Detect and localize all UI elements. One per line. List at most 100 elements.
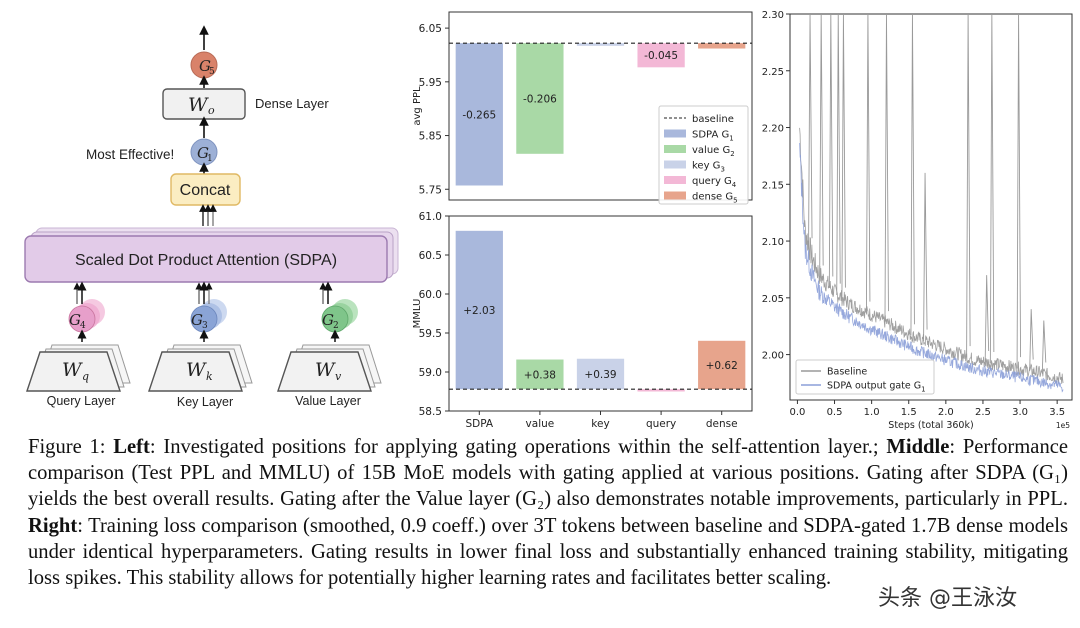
query-layer-label: Query Layer <box>47 394 116 408</box>
bar-value <box>516 359 564 390</box>
plot-frame <box>789 13 1073 401</box>
bar-value-label: +2.03 <box>463 305 495 317</box>
bar-dense <box>698 43 746 49</box>
y-tick-label: 59.0 <box>419 367 442 379</box>
ppl-bar-chart: 6.05 5.95 5.85 5.75 avg PPL -0.265 -0.206 -0.04… <box>412 11 753 205</box>
y-axis-label: MMLU <box>412 299 423 329</box>
key-layer-label: Key Layer <box>177 395 233 409</box>
bar-value-label: +0.62 <box>706 360 738 372</box>
mmlu-bar-chart: 61.0 60.5 60.0 59.5 59.0 58.5 MMLU +2.03 SDPA +0.… <box>412 211 753 429</box>
baseline-loss-spike <box>884 14 889 323</box>
g3-label: G <box>191 311 203 329</box>
wk-box <box>148 351 243 392</box>
sdpa-label: Scaled Dot Product Attention (SDPA) <box>75 252 337 269</box>
wq-box <box>26 351 121 392</box>
series-line-baseline <box>799 127 1064 385</box>
legend-label: SDPA output gate G1 <box>827 381 926 394</box>
wq-sub: q <box>82 370 89 383</box>
wo-dense-box: W o <box>162 88 246 120</box>
legend-label: baseline <box>692 114 734 125</box>
bar-SDPA <box>455 230 503 390</box>
x-tick-label: 0.5 <box>827 407 843 418</box>
baseline-loss-spike <box>828 14 834 288</box>
caption-left-text: : Investigated positions for applying ga… <box>149 436 879 458</box>
caption-middle-label: Middle <box>886 436 950 458</box>
wv-sub: v <box>335 370 342 383</box>
g1-node: G 1 <box>190 138 218 166</box>
y-tick-label: 60.5 <box>419 250 442 262</box>
key-branch: G 3 W k Key Layer <box>148 281 253 409</box>
bar-SDPA <box>455 43 503 186</box>
bar-dense <box>698 340 746 390</box>
g2-label: G <box>322 311 334 329</box>
wv-box <box>277 351 372 392</box>
value-layer-label: Value Layer <box>295 394 361 408</box>
x-tick-label: SDPA <box>466 418 494 429</box>
y-tick-label: 59.5 <box>419 328 442 340</box>
y-tick-label: 2.25 <box>762 67 784 78</box>
bar-value-label: -0.265 <box>462 109 496 121</box>
x-tick-label: 2.5 <box>975 407 991 418</box>
x-tick-label: key <box>591 418 609 429</box>
bar-value <box>516 43 564 154</box>
legend-label: SDPA G1 <box>692 130 734 143</box>
loss-line-chart: 2.30 2.25 2.20 2.15 2.10 2.05 2.00 0.0 0.5 1.0 1.5… <box>762 10 1073 431</box>
g1-sub: 1 <box>207 154 213 164</box>
baseline-loss-spike <box>865 14 871 313</box>
baseline-loss-spike <box>910 14 915 336</box>
baseline-loss-spike <box>984 275 990 363</box>
x-tick-label: query <box>646 418 676 429</box>
legend-label: dense G5 <box>692 192 738 205</box>
wk-sub: k <box>206 370 213 383</box>
plot-frame <box>448 11 753 201</box>
legend-label: query G4 <box>692 176 737 189</box>
x-tick-label: 0.0 <box>789 407 805 418</box>
bar-query <box>637 43 685 68</box>
g5-label: G <box>199 57 211 75</box>
bar-value-label: -0.206 <box>523 93 557 105</box>
legend-label: Baseline <box>827 367 867 378</box>
y-tick-label: 5.95 <box>419 77 442 89</box>
bar-value-label: +0.39 <box>584 369 616 381</box>
caption-left-label: Left <box>113 436 150 458</box>
legend-swatch <box>664 145 686 153</box>
legend-swatch <box>664 191 686 200</box>
wk-label: W <box>186 359 207 381</box>
baseline-loss-spike <box>808 14 813 250</box>
legend-swatch <box>664 176 686 184</box>
y-tick-label: 5.85 <box>419 131 442 143</box>
x-tick-label: 3.5 <box>1049 407 1065 418</box>
baseline-loss-spike <box>1041 320 1047 374</box>
x-axis-exponent: 1e5 <box>1056 421 1070 430</box>
baseline-loss-spike <box>1029 309 1034 371</box>
y-tick-label: 58.5 <box>419 406 442 418</box>
bar-value-label: -0.045 <box>644 50 678 62</box>
baseline-loss-spike <box>966 14 971 358</box>
y-tick-label: 2.15 <box>762 180 784 191</box>
bar-query <box>637 389 685 392</box>
baseline-loss-spike <box>989 14 995 364</box>
x-tick-label: 1.5 <box>901 407 917 418</box>
concat-label: Concat <box>180 182 231 199</box>
y-axis-label: avg PPL <box>412 86 423 126</box>
concat-input-arrows <box>199 204 217 226</box>
y-tick-label: 5.75 <box>419 184 442 196</box>
bar-key <box>576 358 625 390</box>
bar-value-label: +0.38 <box>524 369 556 381</box>
baseline-loss-spike <box>1016 14 1022 369</box>
g1-label: G <box>197 144 209 162</box>
y-tick-label: 6.05 <box>419 23 442 35</box>
x-tick-label: dense <box>706 418 738 429</box>
legend: baseline SDPA G1 value G2 key G3 query G4 den… <box>658 105 749 205</box>
value-branch: G 2 W v Value Layer <box>277 281 382 408</box>
wv-label: W <box>315 359 336 381</box>
figure-caption: Figure 1: Left: Investigated positions f… <box>28 434 1068 591</box>
y-tick-label: 2.10 <box>762 237 784 248</box>
wq-label: W <box>62 359 83 381</box>
legend-swatch <box>664 129 686 138</box>
wo-label: W <box>188 94 209 116</box>
legend: Baseline SDPA output gate G1 <box>795 359 935 395</box>
wo-sub: o <box>208 104 215 117</box>
caption-middle-text: : Performance comparison (Test PPL and M… <box>28 436 1069 511</box>
caption-right-label: Right <box>28 514 78 537</box>
